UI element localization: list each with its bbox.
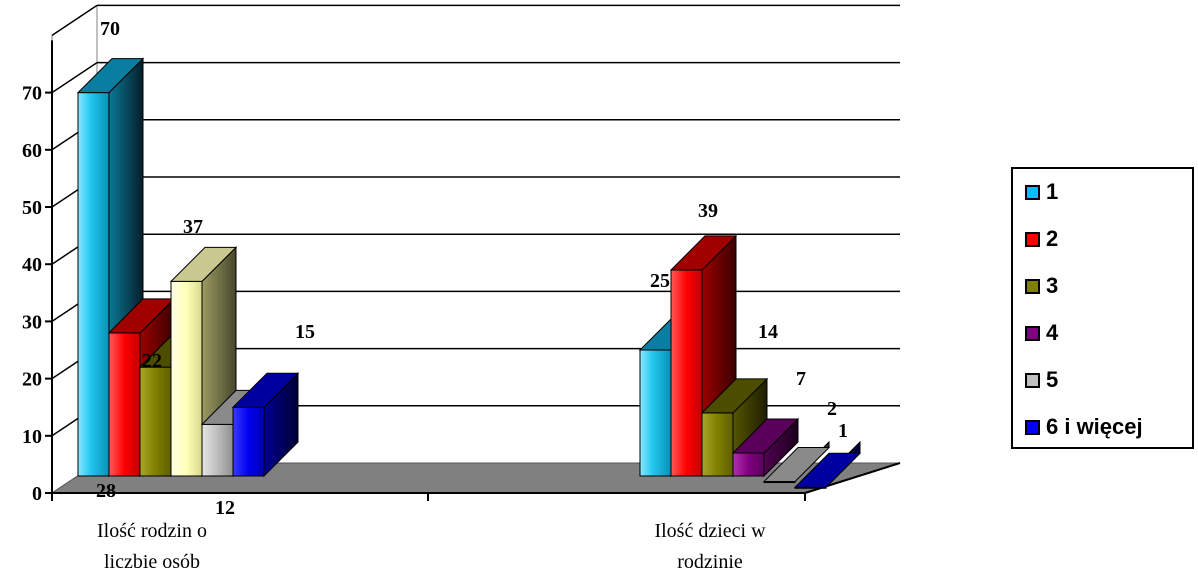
bar-front (732, 452, 765, 477)
bar-top (762, 447, 831, 483)
y-tick-label: 20 (22, 369, 42, 391)
category-label-line: rodzinie (677, 551, 743, 573)
legend-swatch (1025, 419, 1040, 435)
axes: 0 10 20 30 40 50 60 70 Ilość rodzin o liczbie osó… (22, 40, 901, 573)
legend-item: 2 (1025, 224, 1058, 254)
data-label: 28 (96, 480, 116, 502)
bar-top (169, 246, 238, 282)
legend-label: 3 (1046, 273, 1059, 298)
bar (669, 234, 738, 478)
legend-swatch (1025, 231, 1040, 247)
bar-front (201, 423, 234, 477)
data-label: 15 (295, 321, 315, 343)
bar-top (731, 418, 800, 454)
data-label: 2 (827, 398, 837, 420)
legend-label: 6 i więcej (1046, 414, 1143, 439)
category-label-line: liczbie osób (104, 551, 200, 573)
category-label: Ilość rodzin o liczbie osób (97, 520, 207, 573)
bar (731, 417, 800, 478)
legend-swatch (1025, 325, 1040, 341)
bar (762, 440, 831, 484)
legend-swatch (1025, 184, 1040, 200)
legend-label: 2 (1046, 226, 1059, 251)
legend-item: 3 (1025, 271, 1058, 301)
legend-label: 4 (1046, 320, 1059, 345)
bar-front (701, 412, 734, 477)
bar-front (77, 92, 110, 477)
bar-front (108, 332, 141, 477)
data-label: 37 (183, 216, 203, 238)
y-tick-label: 70 (22, 83, 42, 105)
y-tick-label: 0 (32, 483, 42, 505)
data-label: 14 (758, 321, 778, 343)
bars (76, 57, 862, 489)
legend-swatch (1025, 372, 1040, 388)
gridline-depth (51, 61, 98, 94)
legend-item: 5 (1025, 365, 1058, 395)
category-label-line: Ilość rodzin o (97, 520, 207, 542)
data-label: 70 (100, 18, 120, 40)
bar-top (700, 378, 769, 414)
bar (231, 371, 300, 478)
y-tick-label: 60 (22, 140, 42, 162)
data-labels: 70 28 22 37 12 15 25 39 14 721 (96, 18, 848, 519)
y-tick-label: 30 (22, 311, 42, 333)
data-label: 7 (796, 368, 806, 390)
legend: 1 2 3 4 5 6 i więcej (1011, 167, 1194, 449)
category-label-line: Ilość dzieci w (654, 520, 766, 542)
bar-front (639, 349, 672, 477)
legend-item: 6 i więcej (1025, 412, 1143, 442)
legend-label: 5 (1046, 367, 1059, 392)
bar-top (76, 58, 145, 94)
y-tick-label: 50 (22, 197, 42, 219)
bar-top (231, 372, 300, 408)
bar-front (170, 280, 203, 477)
y-tick-label: 40 (22, 254, 42, 276)
data-label: 22 (142, 350, 162, 372)
bar-top (793, 452, 862, 488)
data-label: 1 (838, 420, 848, 442)
bar-front (670, 269, 703, 477)
data-label: 39 (698, 200, 718, 222)
category-label: Ilość dzieci w rodzinie (654, 520, 766, 573)
gridline-depth (51, 4, 98, 37)
legend-item: 4 (1025, 318, 1058, 348)
bar-front (232, 406, 265, 477)
data-label: 12 (215, 497, 235, 519)
legend-swatch (1025, 278, 1040, 294)
bar-top (669, 235, 738, 271)
legend-item: 1 (1025, 177, 1058, 207)
bar (793, 440, 862, 489)
legend-label: 1 (1046, 179, 1059, 204)
data-label: 25 (650, 270, 670, 292)
bar-front (139, 366, 172, 477)
y-tick-label: 10 (22, 426, 42, 448)
